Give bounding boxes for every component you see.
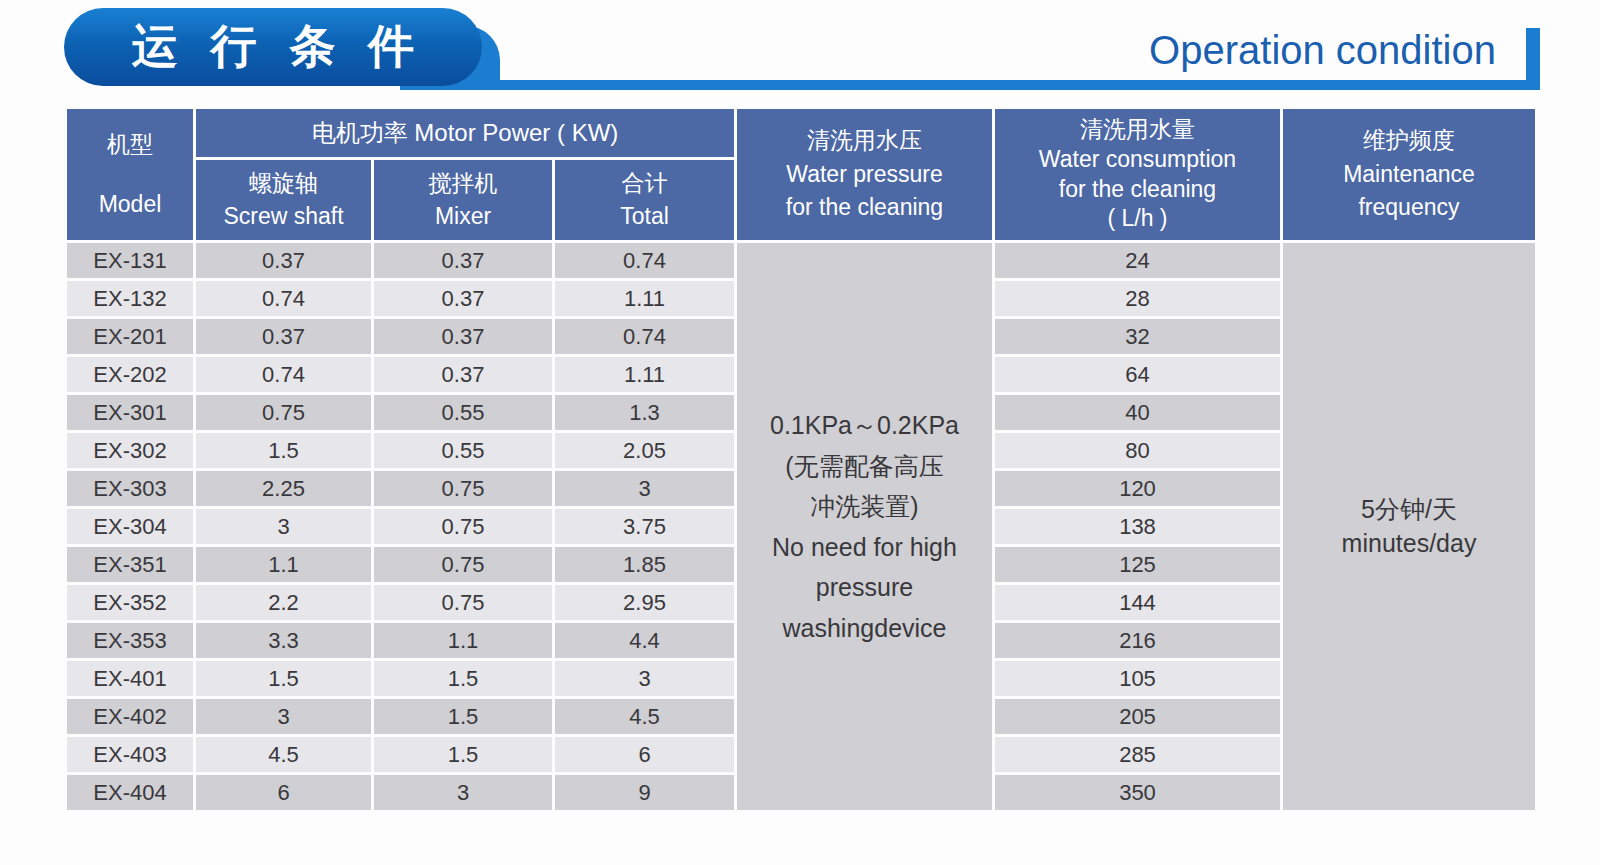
water-consumption-cell: 28 — [995, 281, 1280, 316]
water-consumption-cell: 205 — [995, 699, 1280, 734]
mixer-cell: 0.37 — [374, 243, 552, 278]
total-cell: 2.95 — [555, 585, 734, 620]
mixer-cell: 0.55 — [374, 433, 552, 468]
model-cell: EX-404 — [67, 775, 193, 810]
page: 运 行 条 件 Operation condition 机型 Model 电机功… — [0, 0, 1600, 865]
total-cell: 2.05 — [555, 433, 734, 468]
screw-shaft-cell: 0.74 — [196, 281, 371, 316]
model-cell: EX-403 — [67, 737, 193, 772]
table-header: 机型 Model 电机功率 Motor Power ( KW) 清洗用水压 Wa… — [67, 109, 1535, 240]
model-cell: EX-401 — [67, 661, 193, 696]
mixer-cell: 1.5 — [374, 661, 552, 696]
total-cell: 3 — [555, 661, 734, 696]
model-cell: EX-201 — [67, 319, 193, 354]
section-title-en: Operation condition — [1149, 28, 1496, 73]
col-header-maintenance: 维护频度 Maintenance frequency — [1283, 109, 1535, 240]
water-consumption-cell: 105 — [995, 661, 1280, 696]
water-consumption-cell: 32 — [995, 319, 1280, 354]
model-cell: EX-353 — [67, 623, 193, 658]
screw-shaft-cell: 1.1 — [196, 547, 371, 582]
total-cell: 4.5 — [555, 699, 734, 734]
operation-condition-table: 机型 Model 电机功率 Motor Power ( KW) 清洗用水压 Wa… — [64, 106, 1538, 813]
col-header-water-consumption: 清洗用水量 Water consumption for the cleaning… — [995, 109, 1280, 240]
model-cell: EX-304 — [67, 509, 193, 544]
maintenance-merged-cell: 5分钟/天 minutes/day — [1283, 243, 1535, 810]
mixer-cell: 0.75 — [374, 471, 552, 506]
mixer-cell: 0.37 — [374, 319, 552, 354]
model-cell: EX-202 — [67, 357, 193, 392]
mixer-cell: 1.1 — [374, 623, 552, 658]
header-row-1: 机型 Model 电机功率 Motor Power ( KW) 清洗用水压 Wa… — [67, 109, 1535, 157]
model-cell: EX-352 — [67, 585, 193, 620]
screw-shaft-cell: 2.2 — [196, 585, 371, 620]
section-title-pill: 运 行 条 件 — [64, 8, 482, 86]
water-consumption-cell: 125 — [995, 547, 1280, 582]
total-cell: 0.74 — [555, 243, 734, 278]
screw-shaft-cell: 2.25 — [196, 471, 371, 506]
model-cell: EX-303 — [67, 471, 193, 506]
total-cell: 0.74 — [555, 319, 734, 354]
mixer-cell: 0.75 — [374, 547, 552, 582]
total-cell: 4.4 — [555, 623, 734, 658]
col-header-mixer: 搅拌机 Mixer — [374, 160, 552, 240]
total-cell: 1.3 — [555, 395, 734, 430]
col-header-screw-shaft: 螺旋轴 Screw shaft — [196, 160, 371, 240]
screw-shaft-cell: 3 — [196, 509, 371, 544]
screw-shaft-cell: 0.37 — [196, 319, 371, 354]
model-cell: EX-132 — [67, 281, 193, 316]
water-consumption-cell: 350 — [995, 775, 1280, 810]
screw-shaft-cell: 6 — [196, 775, 371, 810]
screw-shaft-cell: 1.5 — [196, 433, 371, 468]
screw-shaft-cell: 0.75 — [196, 395, 371, 430]
water-consumption-cell: 64 — [995, 357, 1280, 392]
total-cell: 1.85 — [555, 547, 734, 582]
model-cell: EX-301 — [67, 395, 193, 430]
total-cell: 1.11 — [555, 281, 734, 316]
water-consumption-cell: 285 — [995, 737, 1280, 772]
col-header-water-pressure: 清洗用水压 Water pressure for the cleaning — [737, 109, 992, 240]
water-consumption-cell: 40 — [995, 395, 1280, 430]
header-end-bar — [1526, 28, 1540, 90]
total-cell: 3 — [555, 471, 734, 506]
mixer-cell: 0.55 — [374, 395, 552, 430]
water-pressure-merged-cell: 0.1KPa～0.2KPa (无需配备高压 冲洗装置) No need for … — [737, 243, 992, 810]
total-cell: 9 — [555, 775, 734, 810]
mixer-cell: 3 — [374, 775, 552, 810]
water-consumption-cell: 138 — [995, 509, 1280, 544]
total-cell: 3.75 — [555, 509, 734, 544]
water-consumption-cell: 120 — [995, 471, 1280, 506]
screw-shaft-cell: 4.5 — [196, 737, 371, 772]
col-header-model: 机型 Model — [67, 109, 193, 240]
screw-shaft-cell: 0.74 — [196, 357, 371, 392]
screw-shaft-cell: 3.3 — [196, 623, 371, 658]
water-consumption-cell: 80 — [995, 433, 1280, 468]
screw-shaft-cell: 1.5 — [196, 661, 371, 696]
col-header-total: 合计 Total — [555, 160, 734, 240]
water-consumption-cell: 24 — [995, 243, 1280, 278]
mixer-cell: 0.75 — [374, 585, 552, 620]
mixer-cell: 1.5 — [374, 699, 552, 734]
mixer-cell: 0.37 — [374, 357, 552, 392]
model-cell: EX-302 — [67, 433, 193, 468]
table-row: EX-1310.370.370.740.1KPa～0.2KPa (无需配备高压 … — [67, 243, 1535, 278]
model-cell: EX-351 — [67, 547, 193, 582]
model-cell: EX-402 — [67, 699, 193, 734]
section-title-cn: 运 行 条 件 — [122, 16, 424, 78]
mixer-cell: 1.5 — [374, 737, 552, 772]
water-consumption-cell: 144 — [995, 585, 1280, 620]
total-cell: 1.11 — [555, 357, 734, 392]
total-cell: 6 — [555, 737, 734, 772]
mixer-cell: 0.75 — [374, 509, 552, 544]
model-cell: EX-131 — [67, 243, 193, 278]
col-header-motor-power: 电机功率 Motor Power ( KW) — [196, 109, 734, 157]
water-consumption-cell: 216 — [995, 623, 1280, 658]
header-underline-bar — [430, 80, 1540, 90]
screw-shaft-cell: 0.37 — [196, 243, 371, 278]
screw-shaft-cell: 3 — [196, 699, 371, 734]
table-body: EX-1310.370.370.740.1KPa～0.2KPa (无需配备高压 … — [67, 243, 1535, 810]
mixer-cell: 0.37 — [374, 281, 552, 316]
